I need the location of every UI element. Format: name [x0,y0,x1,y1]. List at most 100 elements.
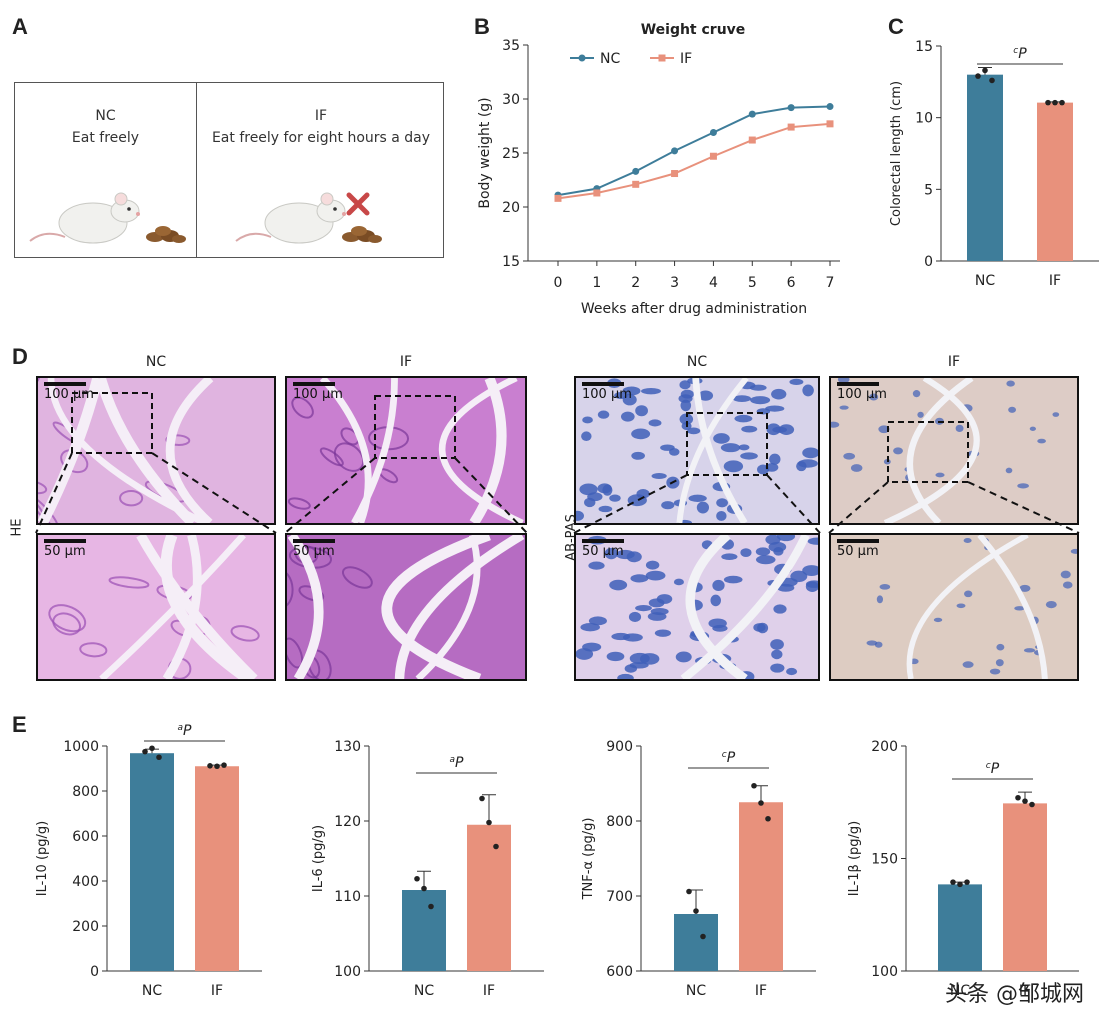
panel-label-d: D [12,344,28,369]
c-data-point [1059,99,1065,106]
mouse-icon [235,192,346,244]
zoom-connector-line [284,457,376,534]
e1-y-tick-label: 400 [72,874,99,890]
panel-label-c: C [888,14,904,39]
e3-x-tick-label: NC [686,983,706,999]
e1-y-tick-label: 0 [90,964,99,980]
b-x-tick-label: 7 [826,275,835,291]
nc-caption: NC Eat freely [15,105,196,149]
zoom-connector-line [35,452,73,534]
tissue-texture [38,378,214,523]
e2-x-tick-label: NC [414,983,434,999]
b-x-tick-label: 1 [592,275,601,291]
b-point-if [554,194,562,202]
e2-y-tick-label: 100 [334,964,361,980]
zoom-connector-line [573,474,688,534]
e2-y-tick-label: 130 [334,739,361,755]
e1-x-tick-label: NC [142,983,162,999]
e4-x-tick-label: NC [950,983,970,999]
abpas-if-column-label: IF [947,354,961,370]
tissue-texture [576,535,818,679]
e2-x-tick-label: IF [483,983,495,999]
b-point-if [632,180,640,188]
b-x-tick-label: 3 [670,275,679,291]
e3-significance-label: cP [722,750,736,766]
c-y-tick-label: 0 [924,254,933,270]
e4-significance-label: cP [986,761,1000,777]
b-y-tick-label: 25 [502,146,520,162]
b-legend-label-nc: NC [600,51,620,67]
b-series-line-if [557,122,831,200]
e1-bar-nc [130,753,174,971]
zoom-region-box [71,392,153,454]
b-x-tick-label: 0 [554,275,563,291]
b-series-line-nc [557,105,831,197]
e1-x-tick-label: IF [211,983,223,999]
tissue-texture [831,378,1060,523]
c-y-tick-label: 10 [915,111,933,127]
b-x-axis-title: Weeks after drug administration [581,301,807,317]
e2-data-point [414,875,420,882]
panel-divider [196,83,197,257]
e3-bar-nc [674,914,718,971]
b-point-if [826,120,834,128]
e2-y-tick-label: 110 [334,889,361,905]
e4-bar-nc [938,884,982,971]
scale-bar: 100 µm [44,382,94,402]
panel-label-a: A [12,14,28,39]
tissue-texture [287,378,524,523]
he-nc-low-mag-image: 100 µm [36,376,276,525]
e3-data-point [686,888,692,895]
he-if-high-mag-image: 50 µm [285,533,527,681]
zoom-region-box [374,395,456,459]
b-point-if [709,152,717,160]
e1-y-axis-title: IL-10 (pg/g) [35,821,50,897]
b-point-nc [826,103,834,111]
watermark-text: 头条 @邹城网 [945,982,1084,1007]
e3-data-point [700,933,706,940]
b-y-tick-label: 35 [502,38,520,54]
panel-label-b: B [474,14,490,39]
c-data-point [1052,99,1058,106]
scale-bar: 100 µm [293,382,343,402]
if-caption: IF Eat freely for eight hours a day [197,105,445,149]
food-pellets-icon [146,226,186,243]
c-bar-if [1037,102,1073,261]
nc-diet-desc: Eat freely [71,130,140,146]
c-data-point [982,67,988,74]
b-point-nc [709,128,717,136]
b-y-tick-label: 15 [502,254,520,270]
abpas-nc-high-mag-image: 50 µm [574,533,820,681]
c-bar-nc [967,74,1003,262]
e3-data-point [765,815,771,822]
b-legend-marker [658,54,666,62]
b-point-if [748,136,756,144]
e3-bar-if [739,802,783,971]
b-x-tick-label: 6 [787,275,796,291]
b-legend-label-if: IF [680,51,692,67]
he-nc-high-mag-image: 50 µm [36,533,276,681]
e4-x-tick-label: IF [1019,983,1031,999]
e4-data-point [1029,801,1035,808]
e4-y-tick-label: 150 [871,852,898,868]
e3-data-point [693,908,699,914]
abpas-if-low-mag-image: 100 µm [829,376,1079,525]
e3-y-axis-title: TNF-α (pg/g) [581,818,596,901]
e4-data-point [964,879,970,885]
e1-y-tick-label: 1000 [63,739,99,755]
b-point-nc [632,167,640,175]
c-data-point [975,73,981,79]
c-significance-label: cP [1013,46,1027,62]
zoom-connector-line [828,481,889,534]
e1-data-point [207,763,213,769]
tissue-texture [287,535,525,679]
scale-bar: 50 µm [44,539,86,559]
e2-y-axis-title: IL-6 (pg/g) [311,825,326,892]
cross-icon [346,192,370,216]
e2-bar-if [467,824,511,971]
tissue-texture [576,378,818,523]
e3-data-point [751,782,757,789]
e3-y-tick-label: 600 [606,964,633,980]
b-y-tick-label: 20 [502,200,520,216]
